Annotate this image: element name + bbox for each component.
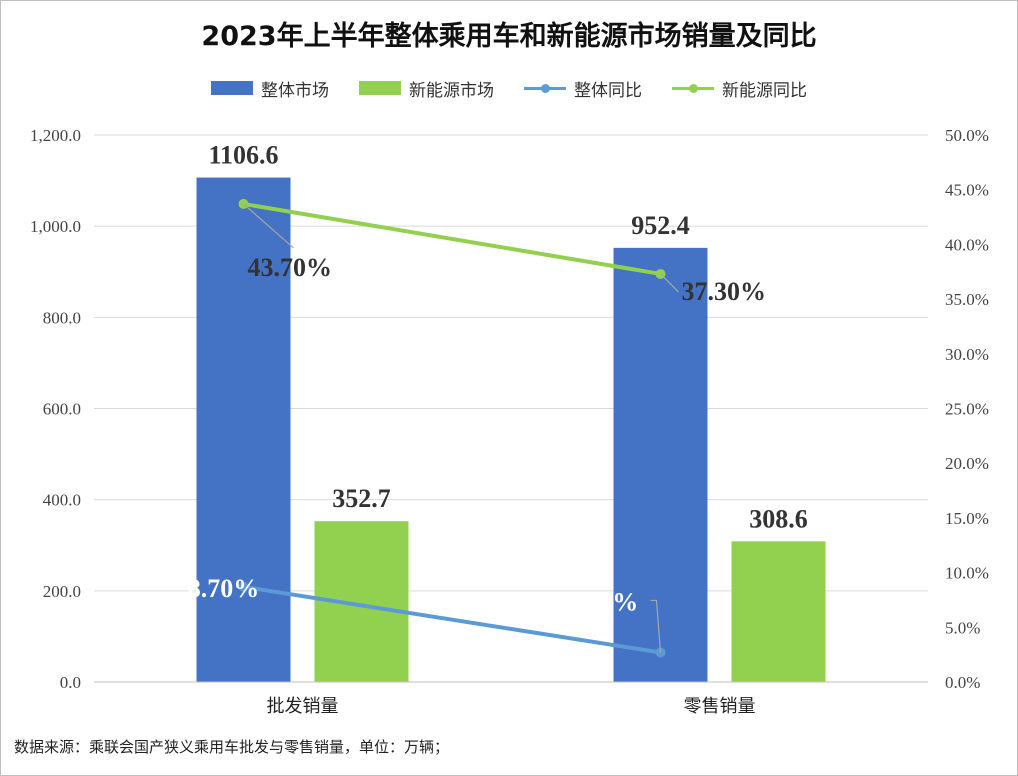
bar-value-label: 308.6 (749, 504, 808, 533)
line-value-label: 2.70% (567, 587, 639, 616)
series-line (241, 584, 663, 655)
x-category-label: 零售销量 (684, 696, 756, 717)
legend-label-overall-yoy: 整体同比 (574, 80, 642, 101)
legend-label-overall-market: 整体市场 (261, 80, 329, 101)
line-point (238, 581, 249, 592)
bar (196, 177, 291, 682)
leader-line (660, 273, 679, 293)
y-left-tick-label: 400.0 (43, 491, 81, 510)
x-category-label: 批发销量 (267, 696, 339, 717)
bar (613, 247, 708, 683)
legend-swatch-nev-yoy (672, 81, 714, 95)
bar-value-label: 1106.6 (208, 141, 278, 170)
y-right-tick-label: 25.0% (945, 400, 989, 419)
y-right-tick-label: 10.0% (945, 564, 989, 583)
y-left-tick-label: 800.0 (43, 308, 81, 327)
y-right-tick-label: 0.0% (945, 673, 980, 692)
legend-item-nev-market: 新能源市场 (359, 76, 494, 101)
line-value-label: 37.30% (682, 277, 767, 306)
legend-item-overall-yoy: 整体同比 (524, 76, 642, 101)
y-left-tick-label: 0.0 (60, 673, 81, 692)
legend-item-nev-yoy: 新能源同比 (672, 76, 807, 101)
legend-swatch-overall-yoy (524, 81, 566, 95)
legend-item-overall-market: 整体市场 (211, 76, 329, 101)
legend-label-nev-market: 新能源市场 (409, 80, 494, 101)
y-right-tick-label: 5.0% (945, 618, 980, 637)
bar (731, 541, 826, 682)
line-value-label: 43.70% (248, 253, 333, 282)
chart-legend: 整体市场 新能源市场 整体同比 新能源同比 (0, 76, 1018, 101)
leader-line (243, 203, 294, 249)
chart-title: 2023年上半年整体乘用车和新能源市场销量及同比 (201, 21, 817, 52)
y-left-tick-label: 600.0 (43, 400, 81, 419)
y-right-tick-label: 20.0% (945, 454, 989, 473)
legend-swatch-overall-market (211, 81, 253, 95)
source-note: 数据来源：乘联会国产狭义乘用车批发与零售销量，单位：万辆； (14, 738, 450, 756)
y-right-tick-label: 50.0% (945, 126, 989, 145)
y-left-tick-label: 1,200.0 (30, 126, 81, 145)
leader-line (650, 599, 662, 653)
y-left-tick-label: 200.0 (43, 582, 81, 601)
series-line (241, 201, 663, 276)
y-right-tick-label: 45.0% (945, 181, 989, 200)
y-right-tick-label: 15.0% (945, 509, 989, 528)
legend-label-nev-yoy: 新能源同比 (722, 80, 807, 101)
y-right-tick-label: 35.0% (945, 290, 989, 309)
bar-value-label: 352.7 (332, 484, 391, 513)
y-left-tick-label: 1,000.0 (30, 217, 81, 236)
line-value-label: 8.70% (188, 574, 260, 603)
y-right-tick-label: 30.0% (945, 345, 989, 364)
y-right-tick-label: 40.0% (945, 235, 989, 254)
legend-swatch-nev-market (359, 81, 401, 95)
bar-value-label: 952.4 (631, 211, 690, 240)
